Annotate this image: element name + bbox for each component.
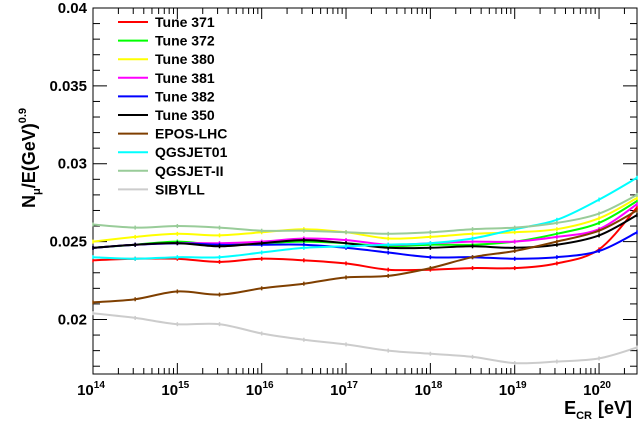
legend-entry-label: EPOS-LHC	[155, 126, 227, 142]
series-line-8	[92, 194, 638, 235]
x-tick-label: 1014	[77, 380, 105, 399]
x-tick-label: 1015	[161, 380, 189, 399]
y-tick-label: 0.025	[49, 234, 87, 251]
legend-entry-label: Tune 380	[155, 51, 215, 67]
axis-ticks	[92, 7, 637, 374]
x-tick-label: 1019	[499, 380, 527, 399]
legend-entry-label: Tune 381	[155, 70, 215, 86]
y-tick-label: 0.035	[49, 78, 87, 95]
x-tick-label: 1018	[414, 380, 442, 399]
series-line-7	[92, 176, 638, 260]
legend-entry-label: Tune 371	[155, 14, 215, 30]
legend-entry-label: QGSJET01	[155, 144, 228, 160]
y-axis-title: Nμ/E(GeV)0.9	[17, 108, 43, 208]
series-line-6	[92, 209, 638, 304]
legend-entry-label: Tune 382	[155, 88, 215, 104]
y-tick-label: 0.03	[58, 156, 87, 173]
legend-entry-label: Tune 350	[155, 107, 215, 123]
tick-labels: 1014 1015 1016 1017 1018 1019 1020 0.02 0.025 0.0…	[49, 0, 611, 399]
series-line-1	[92, 200, 638, 249]
x-axis-title: ECR [eV]	[564, 398, 632, 421]
plot-frame	[92, 7, 638, 375]
legend-entry-label: Tune 372	[155, 33, 215, 49]
legend-entry-label: SIBYLL	[155, 181, 205, 197]
y-tick-label: 0.02	[58, 311, 87, 328]
series-line-0	[92, 206, 638, 272]
legend: Tune 371 Tune 372 Tune 380 Tune 381 Tune 382…	[118, 14, 228, 197]
x-tick-label: 1016	[246, 380, 274, 399]
series-lines	[92, 175, 638, 366]
x-tick-label: 1020	[583, 380, 611, 399]
legend-entry-label: QGSJET-II	[155, 163, 223, 179]
y-tick-label: 0.04	[58, 0, 88, 17]
series-line-9	[92, 312, 638, 365]
series-line-2	[92, 197, 638, 243]
x-tick-label: 1017	[330, 380, 358, 399]
